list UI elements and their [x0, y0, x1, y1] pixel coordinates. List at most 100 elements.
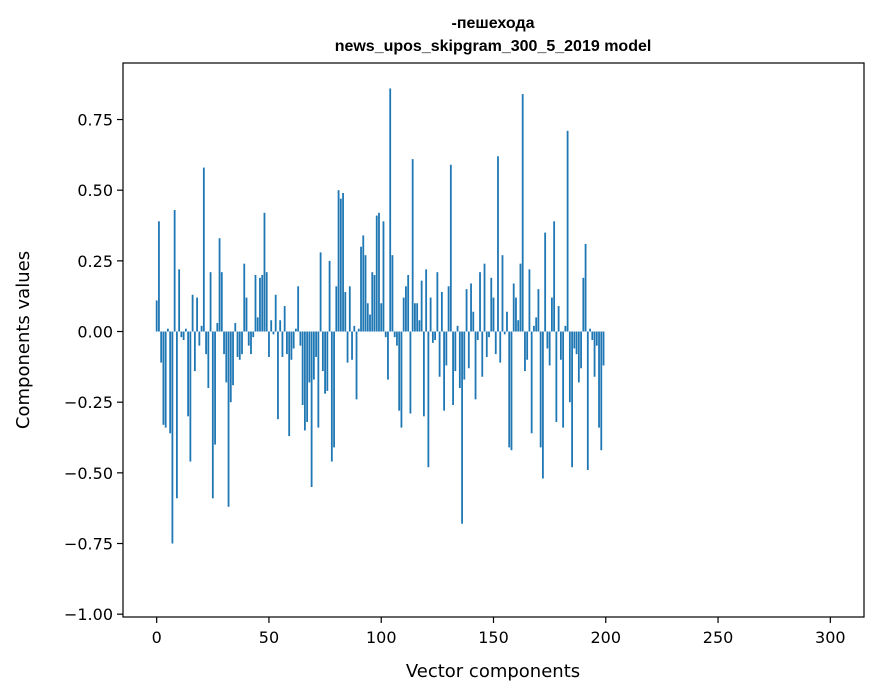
bar [312, 331, 315, 380]
bar [461, 331, 463, 524]
bar [380, 303, 383, 332]
bar [247, 331, 250, 346]
y-tick-label: 0.75 [77, 111, 113, 130]
bar [600, 331, 603, 451]
bar [389, 88, 392, 332]
bar [173, 209, 176, 332]
bar [584, 243, 587, 332]
bar [171, 331, 174, 544]
bar [438, 331, 441, 377]
bar [470, 283, 472, 332]
bar [510, 331, 513, 451]
bar [391, 255, 394, 332]
bar [207, 331, 210, 389]
bar [223, 331, 225, 355]
bar [250, 331, 252, 355]
bar [458, 331, 461, 389]
bar [209, 272, 212, 332]
chart-title: -пешехода [451, 15, 534, 32]
bar [571, 331, 573, 468]
bar [483, 263, 486, 332]
bar [297, 286, 300, 332]
bar [348, 286, 351, 332]
bar [559, 331, 562, 360]
bar [481, 331, 484, 377]
bar [184, 328, 187, 332]
bar [593, 331, 596, 377]
x-tick-label: 150 [478, 628, 509, 647]
bar [158, 221, 160, 332]
bar [167, 328, 169, 332]
bar [164, 331, 167, 428]
bar [160, 331, 163, 363]
bar [530, 331, 533, 434]
bar [544, 232, 547, 332]
bar [573, 331, 576, 349]
bar [211, 331, 214, 499]
bar [440, 291, 443, 332]
bar [371, 272, 374, 332]
bar [586, 331, 589, 471]
bar [182, 331, 185, 340]
bar [508, 331, 511, 448]
bar [218, 238, 221, 332]
bar [494, 331, 497, 355]
bar [449, 164, 452, 332]
y-tick-label: 0.25 [77, 252, 113, 271]
bar [476, 331, 479, 340]
bar [303, 331, 306, 431]
bar [175, 331, 178, 499]
bar [344, 291, 347, 332]
bar [497, 156, 499, 332]
bar [301, 331, 304, 406]
bar [169, 331, 172, 434]
bar [400, 331, 403, 428]
bar [227, 331, 230, 507]
bar [319, 252, 322, 332]
x-tick-label: 200 [590, 628, 621, 647]
bar [602, 331, 605, 366]
y-axis-ticks: −1.00 −0.75 −0.50 −0.25 0.00 0.25 0.50 0.75 [64, 111, 123, 624]
bar [519, 263, 522, 332]
bar [546, 331, 549, 349]
bar [155, 300, 158, 332]
bar [479, 272, 481, 332]
bar [568, 331, 571, 403]
bar [317, 331, 320, 428]
bar [472, 311, 475, 332]
bar [202, 167, 205, 332]
bar [252, 331, 255, 338]
bar [550, 297, 553, 332]
bar [598, 331, 600, 428]
bar [456, 325, 459, 332]
bar [443, 331, 445, 411]
bar [308, 331, 311, 383]
bar [191, 294, 194, 332]
bar [512, 283, 515, 332]
chart-subtitle: news_upos_skipgram_300_5_2019 model [335, 38, 652, 55]
bar [405, 286, 407, 332]
bar [557, 306, 560, 332]
bar [283, 306, 286, 332]
bar [528, 269, 531, 332]
bar [542, 331, 544, 479]
bar [431, 331, 434, 343]
bar [434, 331, 437, 340]
bar [178, 269, 181, 332]
bar [562, 331, 565, 428]
bar [353, 325, 356, 332]
bar [364, 255, 367, 332]
bar [447, 286, 450, 332]
bar [382, 221, 385, 332]
bar [333, 331, 335, 448]
bar [414, 303, 416, 332]
bar [270, 320, 273, 332]
bar [393, 331, 396, 338]
bar [261, 274, 264, 332]
bar [474, 331, 477, 400]
bar [236, 331, 239, 357]
bar [193, 331, 196, 372]
bar [187, 331, 190, 417]
bar [310, 331, 313, 487]
bar [506, 311, 508, 332]
